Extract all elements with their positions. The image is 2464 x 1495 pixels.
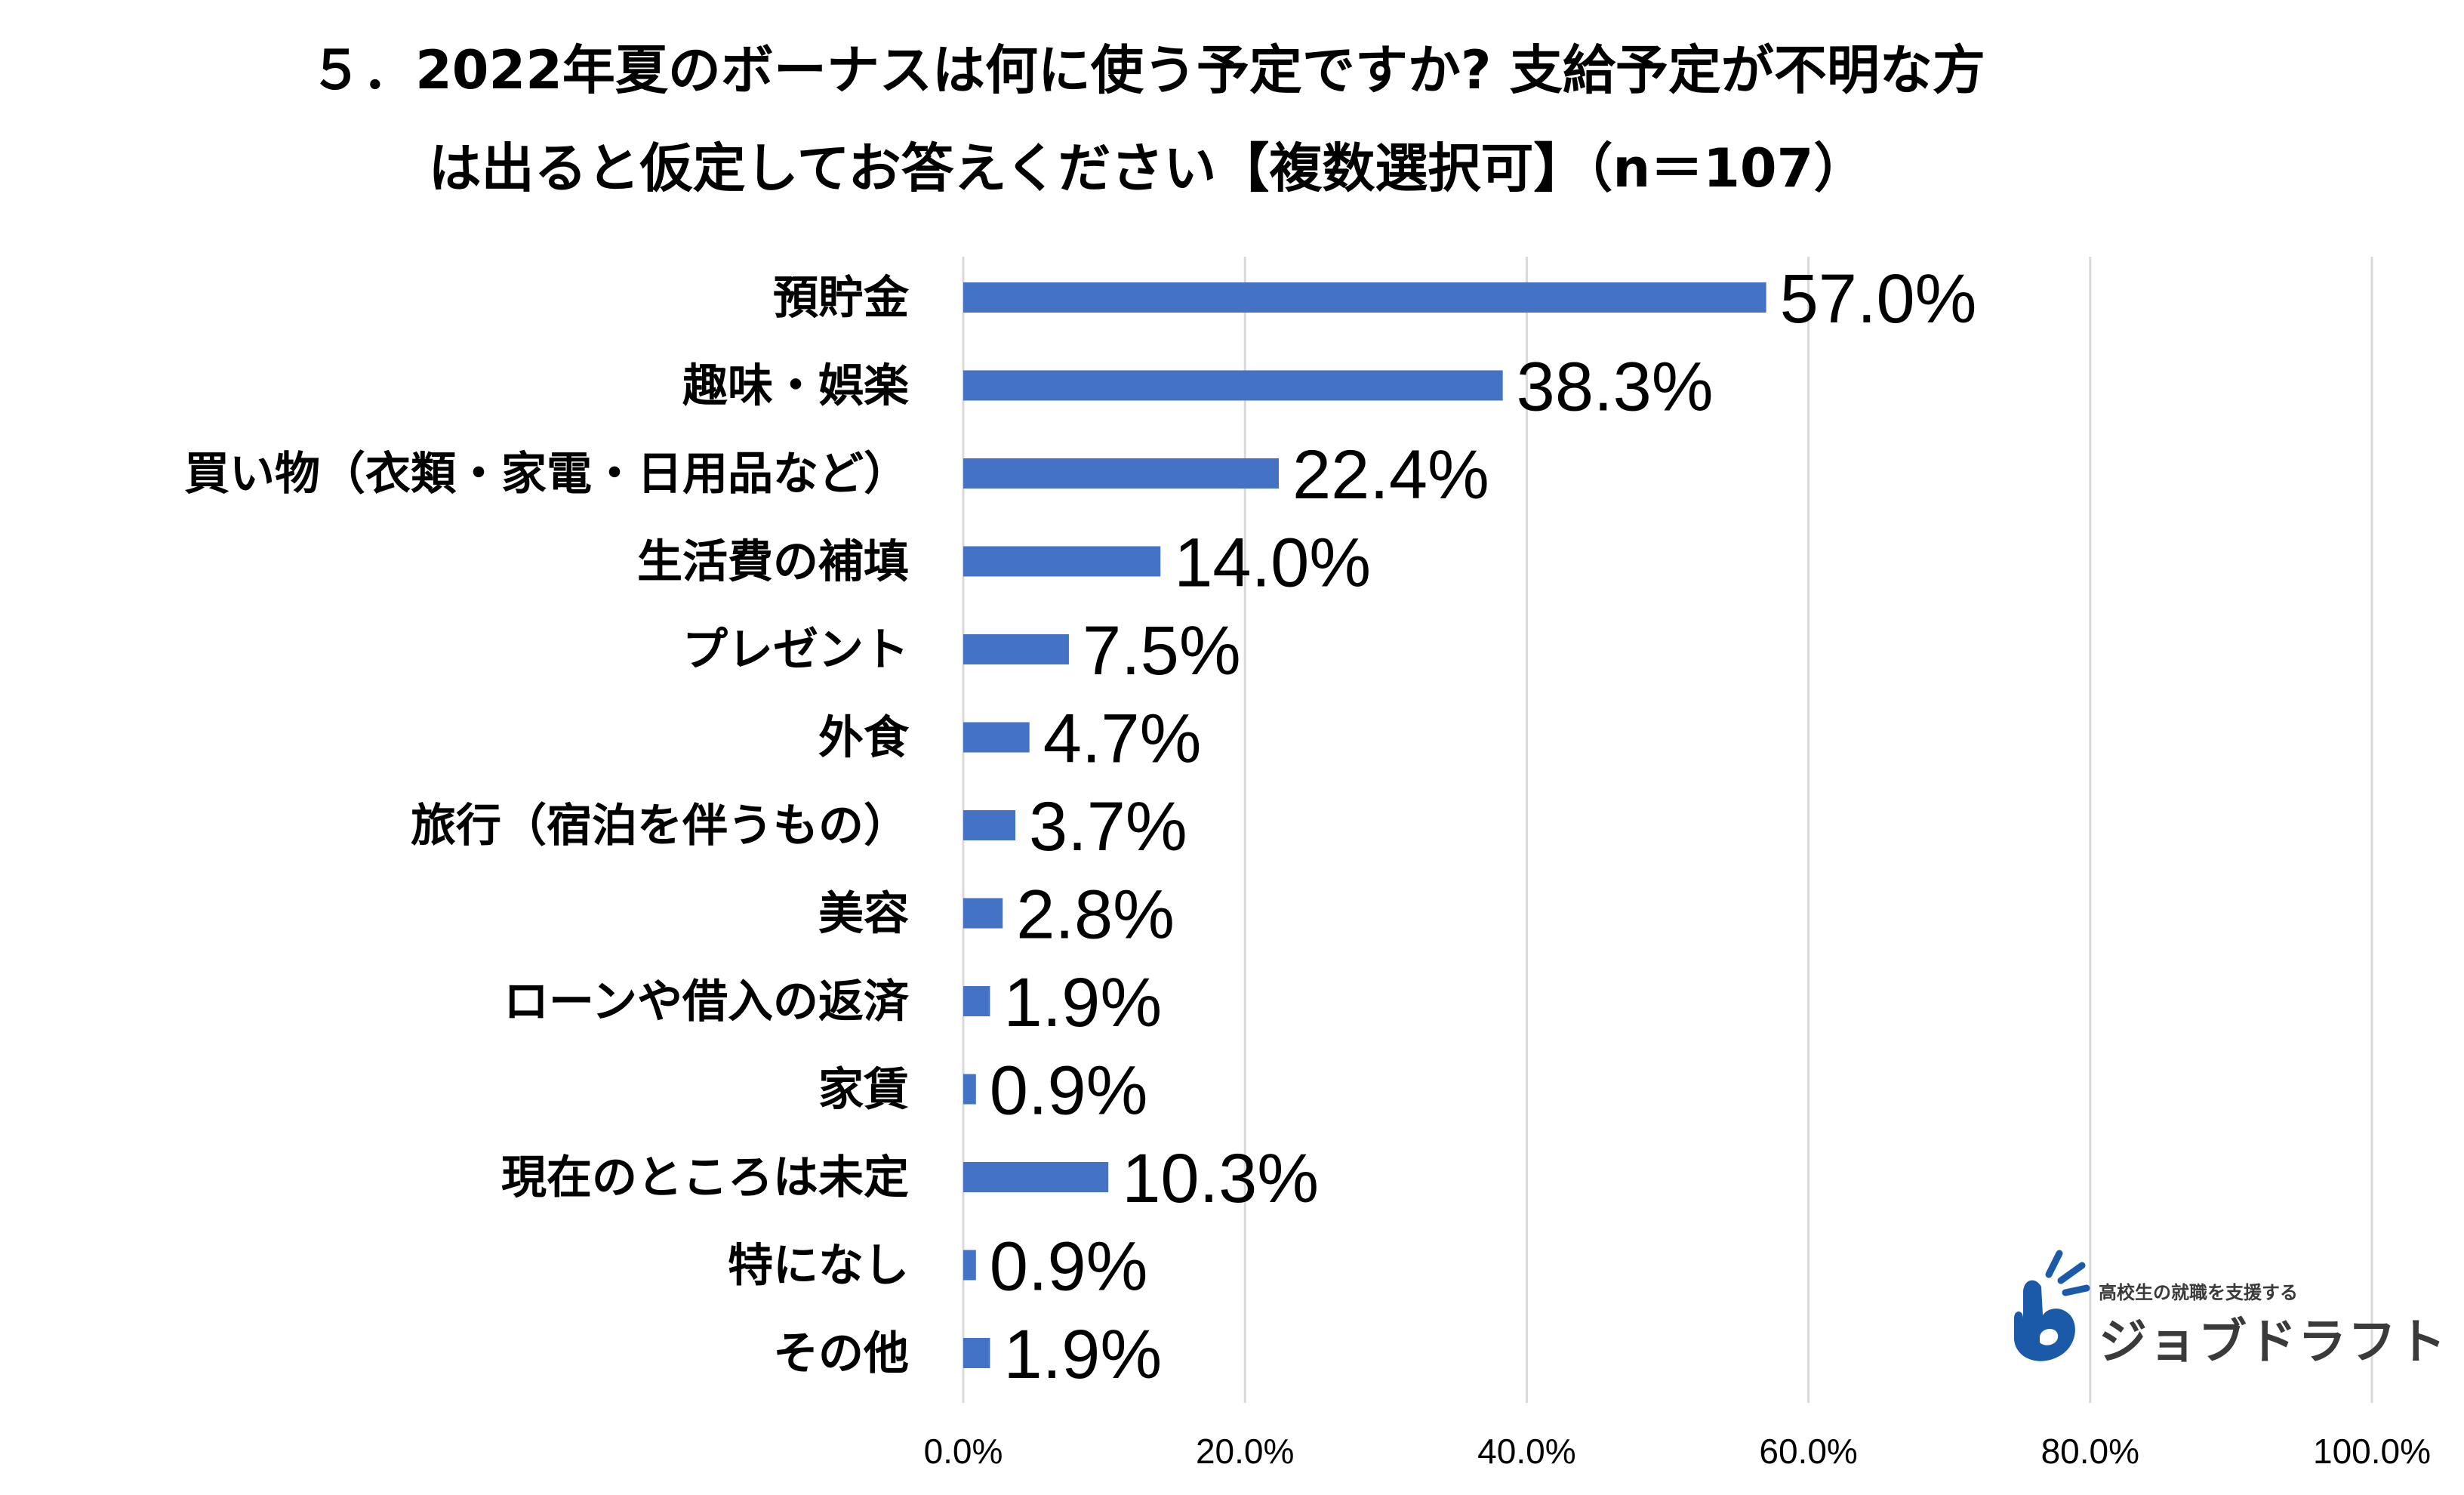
x-axis-tick-labels: 0.0% 20.0% 40.0% 60.0% 80.0% 100.0% bbox=[924, 1432, 2431, 1471]
category-label-4: プレゼント bbox=[682, 624, 909, 677]
value-label-3: 14.0% bbox=[1174, 525, 1371, 602]
bars bbox=[963, 282, 1766, 1368]
x-tick-label-3: 60.0% bbox=[1759, 1432, 1857, 1471]
x-tick-label-2: 40.0% bbox=[1477, 1432, 1575, 1471]
category-label-0: 預貯金 bbox=[773, 272, 910, 325]
value-label-5: 4.7% bbox=[1043, 701, 1202, 778]
bar-0 bbox=[963, 282, 1766, 313]
x-tick-label-4: 80.0% bbox=[2041, 1432, 2139, 1471]
value-label-8: 1.9% bbox=[1003, 964, 1162, 1041]
value-label-11: 0.9% bbox=[990, 1228, 1148, 1305]
category-label-7: 美容 bbox=[818, 888, 909, 941]
bar-3 bbox=[963, 546, 1161, 577]
bar-11 bbox=[963, 1250, 976, 1281]
bar-5 bbox=[963, 722, 1030, 753]
brand-name: ジョブドラフト bbox=[2099, 1315, 2447, 1370]
x-tick-label-5: 100.0% bbox=[2313, 1432, 2431, 1471]
bar-1 bbox=[963, 370, 1503, 401]
value-label-7: 2.8% bbox=[1016, 877, 1175, 954]
value-label-10: 10.3% bbox=[1122, 1140, 1319, 1217]
category-label-8: ローンや借入の返済 bbox=[504, 976, 910, 1028]
category-label-2: 買い物（衣類・家電・日用品など） bbox=[184, 448, 909, 501]
bar-2 bbox=[963, 458, 1279, 489]
bar-4 bbox=[963, 634, 1069, 664]
value-label-9: 0.9% bbox=[990, 1053, 1148, 1130]
category-label-5: 外食 bbox=[818, 712, 910, 765]
category-label-3: 生活費の補填 bbox=[637, 536, 909, 589]
bar-7 bbox=[963, 898, 1003, 929]
category-label-9: 家賃 bbox=[818, 1064, 909, 1117]
brand-logo: 高校生の就職を支援する ジョブドラフト bbox=[1993, 1246, 2446, 1382]
bar-6 bbox=[963, 810, 1016, 840]
chart-title: ５．2022年夏のボーナスは何に使う予定ですか? 支給予定が不明な方 は出ると仮… bbox=[0, 21, 2295, 217]
brand-mark-icon bbox=[2014, 1250, 2090, 1361]
category-label-10: 現在のところは未定 bbox=[501, 1151, 909, 1204]
value-label-1: 38.3% bbox=[1517, 349, 1714, 426]
bar-10 bbox=[963, 1162, 1109, 1192]
chart-title-line-2: は出ると仮定してお答えください【複数選択可】（n＝107） bbox=[428, 137, 1867, 199]
category-label-11: 特になし bbox=[728, 1240, 909, 1293]
category-label-12: その他 bbox=[773, 1327, 909, 1380]
bar-12 bbox=[963, 1338, 990, 1368]
value-label-12: 1.9% bbox=[1003, 1316, 1162, 1393]
bar-9 bbox=[963, 1074, 976, 1105]
x-tick-label-1: 20.0% bbox=[1196, 1432, 1294, 1471]
chart-title-line-1: ５．2022年夏のボーナスは何に使う予定ですか? 支給予定が不明な方 bbox=[310, 39, 1985, 101]
value-labels: 57.0% 38.3% 22.4% 14.0% 7.5% 4.7% 3.7% 2.8% 1.9%… bbox=[990, 260, 1977, 1393]
value-label-4: 7.5% bbox=[1083, 612, 1241, 689]
x-tick-label-0: 0.0% bbox=[924, 1432, 1003, 1471]
category-label-1: 趣味・娯楽 bbox=[682, 360, 909, 413]
value-label-2: 22.4% bbox=[1292, 436, 1489, 513]
category-label-6: 旅行（宿泊を伴うもの） bbox=[411, 800, 909, 852]
value-label-0: 57.0% bbox=[1780, 260, 1977, 338]
value-label-6: 3.7% bbox=[1029, 788, 1187, 865]
bar-8 bbox=[963, 986, 990, 1016]
brand-tagline: 高校生の就職を支援する bbox=[2099, 1282, 2298, 1303]
